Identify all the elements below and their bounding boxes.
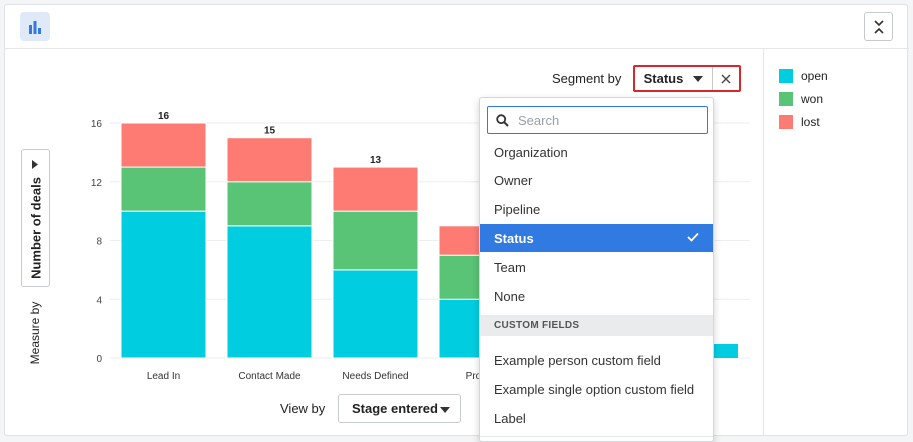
dropdown-search-input[interactable]: Search xyxy=(487,106,708,134)
bar-total-label: 15 xyxy=(264,126,276,137)
caret-down-icon xyxy=(693,75,704,82)
checkmark-icon xyxy=(687,232,699,242)
option-label: Team xyxy=(494,259,526,275)
bar-segment-open xyxy=(120,210,207,359)
legend-item-lost[interactable]: lost xyxy=(779,114,820,130)
legend-swatch xyxy=(779,92,793,106)
legend-item-open[interactable]: open xyxy=(779,68,828,84)
option-label: Pipeline xyxy=(494,201,541,217)
option-label: Example person custom field xyxy=(494,352,661,368)
collapse-button[interactable] xyxy=(864,12,893,41)
bar-segment-lost xyxy=(120,122,207,168)
segment-by-value[interactable]: Status xyxy=(635,67,713,90)
dropdown-divider xyxy=(480,436,713,437)
dropdown-option-team[interactable]: Team xyxy=(480,253,713,281)
chart-type-button[interactable] xyxy=(20,12,50,41)
bar-segment-lost xyxy=(226,137,313,183)
y-tick-label: 12 xyxy=(91,178,103,189)
search-icon xyxy=(496,114,509,127)
dropdown-option-person-custom-field[interactable]: Example person custom field xyxy=(480,346,713,374)
segment-by-text: Status xyxy=(643,71,684,86)
dropdown-option-status[interactable]: Status xyxy=(480,224,713,252)
bar-total-label: 13 xyxy=(370,155,382,166)
option-label: Organization xyxy=(494,144,568,160)
measure-by-select[interactable]: Number of deals xyxy=(21,149,50,287)
view-by-select[interactable]: Stage entered xyxy=(338,394,461,423)
segment-dropdown-menu: Search Organization Owner Pipeline Statu… xyxy=(479,97,714,442)
dropdown-option-single-option-custom-field[interactable]: Example single option custom field xyxy=(480,375,713,403)
bar-chart-icon xyxy=(29,20,41,34)
dropdown-option-organization[interactable]: Organization xyxy=(480,138,713,166)
bar-segment-won xyxy=(332,210,419,271)
custom-fields-header: CUSTOM FIELDS xyxy=(480,315,713,336)
dropdown-option-label[interactable]: Label xyxy=(480,404,713,432)
bar-segment-open xyxy=(226,225,313,359)
y-tick-label: 8 xyxy=(96,237,102,248)
bar-segment-won xyxy=(226,181,313,227)
bar-total-label: 16 xyxy=(158,111,170,122)
legend-swatch xyxy=(779,69,793,83)
segment-by-label: Segment by xyxy=(552,71,622,86)
dropdown-option-owner[interactable]: Owner xyxy=(480,166,713,194)
close-icon xyxy=(721,74,731,83)
y-tick-label: 16 xyxy=(91,119,103,130)
x-category-label: Lead In xyxy=(147,371,180,382)
caret-right-icon xyxy=(32,160,38,169)
legend-label: won xyxy=(801,92,824,106)
option-label: Example single option custom field xyxy=(494,381,695,397)
legend-label: open xyxy=(801,69,828,83)
dropdown-option-none[interactable]: None xyxy=(480,282,713,310)
stacked-bar-chart: 0 4 8 12 16 16 Lead In 15 Contact Made 13 Needs De… xyxy=(91,111,750,382)
view-by-value: Stage entered xyxy=(352,401,438,416)
y-tick-label: 0 xyxy=(96,354,102,365)
view-by-label: View by xyxy=(280,401,326,416)
option-label: Label xyxy=(494,410,526,426)
legend-item-won[interactable]: won xyxy=(779,91,823,107)
option-label: None xyxy=(494,288,526,304)
option-label: Status xyxy=(494,230,534,246)
y-tick-label: 4 xyxy=(96,295,102,306)
collapse-icon xyxy=(873,19,884,34)
option-label: Owner xyxy=(494,172,533,188)
report-toolbar xyxy=(5,5,909,49)
clear-segment-button[interactable] xyxy=(713,67,739,90)
caret-down-icon xyxy=(440,407,450,413)
bar-segment-lost xyxy=(332,166,419,212)
search-placeholder: Search xyxy=(518,112,560,128)
bar-segment-open xyxy=(332,269,419,359)
bar-segment-open-partial xyxy=(713,344,738,358)
x-category-label: Needs Defined xyxy=(342,371,408,382)
legend-label: lost xyxy=(801,115,820,129)
dropdown-option-pipeline[interactable]: Pipeline xyxy=(480,195,713,223)
legend-swatch xyxy=(779,115,793,129)
report-panel: open won lost Segment by Status Number o xyxy=(4,4,909,442)
bar-segment-won xyxy=(120,166,207,212)
x-category-label: Contact Made xyxy=(238,371,301,382)
segment-by-select[interactable]: Status xyxy=(633,65,741,92)
chart-legend: open won lost xyxy=(763,49,909,435)
